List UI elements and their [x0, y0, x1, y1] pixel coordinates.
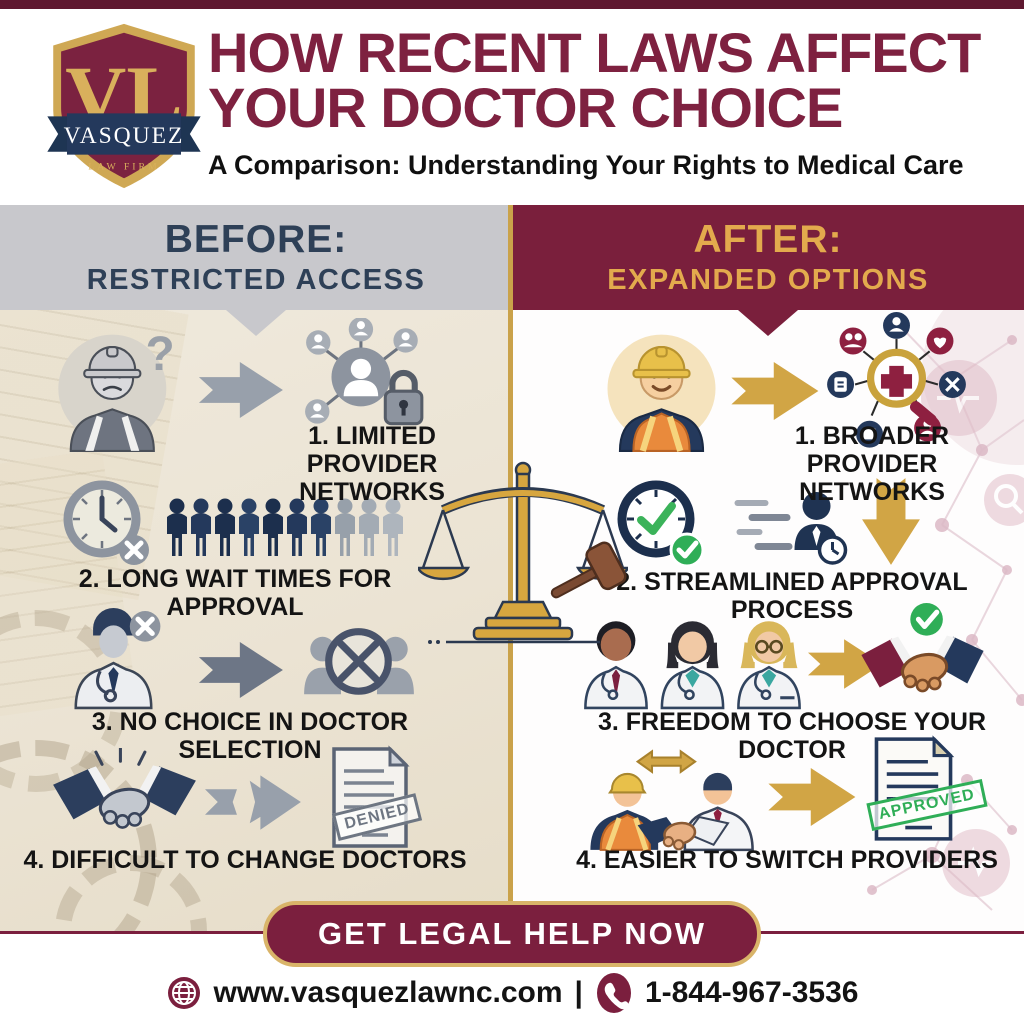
- handshake-icon: [53, 748, 196, 829]
- arrow-right-icon: [198, 642, 283, 698]
- page-title: HOW RECENT LAWS AFFECT YOUR DOCTOR CHOIC…: [208, 21, 998, 139]
- before-item-4-label: 4. DIFFICULT TO CHANGE DOCTORS: [23, 846, 467, 874]
- handshake-check-icon: [861, 603, 984, 693]
- after-item-4-label: 4. EASIER TO SWITCH PROVIDERS: [576, 846, 998, 874]
- after-body: 1. BROADER PROVIDER NETWORKS: [512, 310, 1024, 933]
- website-link[interactable]: www.vasquezlawnc.com: [213, 976, 563, 1009]
- after-column: AFTER: EXPANDED OPTIONS: [512, 205, 1024, 933]
- title-line-1: HOW RECENT LAWS AFFECT: [208, 21, 981, 84]
- broken-arrow-icon: [205, 775, 301, 830]
- before-body: ?: [0, 310, 512, 933]
- before-item-3-label: 3. NO CHOICE IN DOCTOR SELECTION: [91, 708, 409, 764]
- gold-arrow-down-icon: [862, 478, 920, 565]
- fast-approval-person-icon: [734, 492, 848, 565]
- approved-document-icon: APPROVED: [864, 735, 988, 843]
- phone-number[interactable]: 1-844-967-3536: [644, 976, 859, 1009]
- before-subheading: RESTRICTED ACCESS: [86, 264, 426, 296]
- page-subtitle: A Comparison: Understanding Your Rights …: [208, 150, 964, 180]
- provider-network-icon: [827, 312, 966, 448]
- top-accent-bar: [0, 0, 1024, 9]
- after-item-3-label: 3. FREEDOM TO CHOOSE YOUR DOCTOR: [597, 708, 987, 764]
- before-heading: BEFORE:: [164, 218, 348, 261]
- logo-tagline: LAW FIRM: [88, 161, 159, 172]
- logo-name: VASQUEZ: [64, 123, 185, 149]
- globe-icon: [167, 977, 200, 1009]
- before-column: BEFORE: RESTRICTED ACCESS: [0, 205, 512, 933]
- question-mark-glyph: ?: [145, 328, 174, 381]
- phone-icon: [596, 973, 631, 1013]
- denied-document-icon: DENIED: [322, 745, 423, 850]
- column-divider: [508, 205, 513, 933]
- ribbon-center: [66, 113, 182, 155]
- three-doctors-icon: [584, 621, 801, 710]
- gold-arrow-right-icon: [731, 362, 819, 420]
- confused-worker-icon: ?: [58, 328, 175, 452]
- no-choice-group-icon: [304, 628, 414, 695]
- scales-of-justice-icon: [418, 461, 628, 644]
- after-item-2-label: 2. STREAMLINED APPROVAL PROCESS: [616, 568, 968, 624]
- after-header: AFTER: EXPANDED OPTIONS: [512, 205, 1024, 310]
- after-item-1-label: 1. BROADER PROVIDER NETWORKS: [794, 422, 950, 506]
- before-item-1-label: 1. LIMITED PROVIDER NETWORKS: [299, 422, 445, 506]
- footer: www.vasquezlawnc.com | 1-844-967-3536: [0, 968, 1024, 1018]
- gold-arrow-right-icon: [768, 768, 856, 826]
- after-heading: AFTER:: [693, 218, 843, 261]
- locked-network-icon: [305, 318, 424, 426]
- before-header-pointer: [226, 310, 286, 336]
- happy-worker-icon: [607, 334, 716, 452]
- vasquez-law-logo: VL VASQUEZ LAW FIRM: [47, 23, 201, 189]
- after-subheading: EXPANDED OPTIONS: [607, 264, 929, 296]
- gold-arrow-right-icon: [808, 639, 883, 689]
- switch-providers-handshake-icon: [590, 749, 754, 852]
- get-legal-help-button[interactable]: GET LEGAL HELP NOW: [263, 901, 761, 967]
- after-header-pointer: [738, 310, 798, 336]
- clock-x-icon: [63, 480, 149, 565]
- before-header: BEFORE: RESTRICTED ACCESS: [0, 205, 512, 310]
- before-item-2-label: 2. LONG WAIT TIMES FOR APPROVAL: [78, 565, 392, 621]
- arrow-right-icon: [198, 362, 283, 418]
- clock-check-icon: [617, 480, 705, 568]
- title-line-2: YOUR DOCTOR CHOICE: [208, 75, 843, 139]
- gavel-icon: [550, 541, 627, 599]
- doctor-x-icon: [74, 608, 161, 710]
- footer-separator: |: [574, 976, 583, 1009]
